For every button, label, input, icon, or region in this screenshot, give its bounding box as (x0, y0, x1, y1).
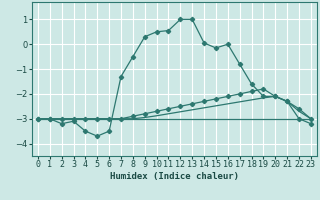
X-axis label: Humidex (Indice chaleur): Humidex (Indice chaleur) (110, 172, 239, 181)
